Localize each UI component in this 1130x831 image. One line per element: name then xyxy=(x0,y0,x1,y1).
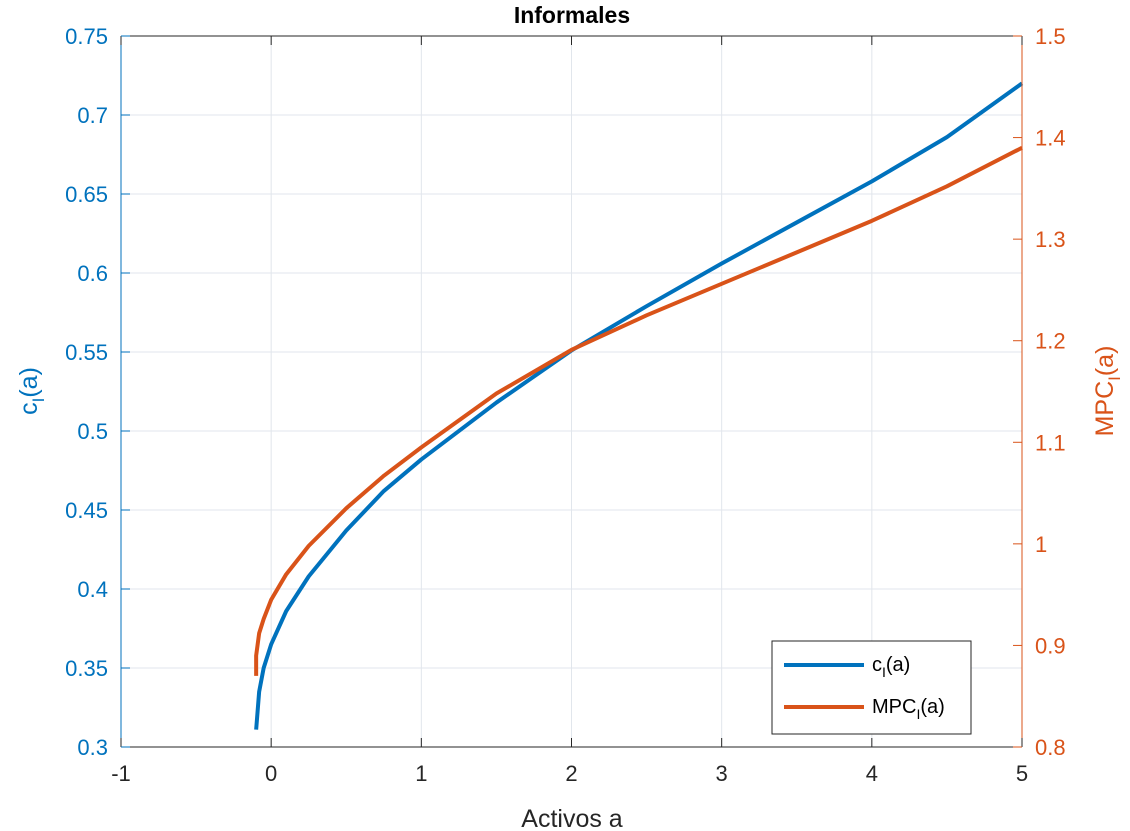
left-y-tick-label: 0.35 xyxy=(65,656,108,681)
y-grid xyxy=(121,114,1022,669)
right-y-tick-label: 1.1 xyxy=(1035,430,1066,455)
left-y-tick-label: 0.65 xyxy=(65,182,108,207)
right-y-tick-label: 1 xyxy=(1035,532,1047,557)
left-y-tick-label: 0.5 xyxy=(77,419,108,444)
legend-label-c-tail: (a) xyxy=(886,654,910,676)
x-axis-ticks: -1 0 1 2 3 4 5 xyxy=(111,36,1028,786)
left-y-tick-label: 0.45 xyxy=(65,498,108,523)
legend-box xyxy=(771,640,972,735)
chart-title: Informales xyxy=(514,2,630,28)
legend-label-mpc-tail: (a) xyxy=(920,696,944,718)
right-y-axis-label-tail: (a) xyxy=(1091,346,1119,377)
x-grid xyxy=(270,36,873,747)
legend-label-mpc-sub: I xyxy=(916,706,920,722)
legend-label-mpc: MPCI(a) xyxy=(872,696,945,722)
left-y-axis-label-base: c xyxy=(15,402,43,415)
legend-label-c: cI(a) xyxy=(872,654,910,680)
left-y-axis-label: cI(a) xyxy=(15,367,48,415)
x-tick-label: 4 xyxy=(866,761,878,786)
right-y-tick-label: 1.4 xyxy=(1035,126,1066,151)
legend-label-mpc-base: MPC xyxy=(872,696,916,718)
legend: cI(a) MPCI(a) xyxy=(771,640,972,735)
right-y-axis-ticks: 0.8 0.9 1 1.1 1.2 1.3 1.4 1.5 xyxy=(1013,24,1066,760)
left-y-tick-label: 0.3 xyxy=(77,735,108,760)
x-tick-label: -1 xyxy=(111,761,131,786)
left-y-axis-label-tail: (a) xyxy=(15,367,43,398)
right-y-tick-label: 1.2 xyxy=(1035,329,1066,354)
right-y-axis-label-base: MPC xyxy=(1091,381,1119,437)
right-y-axis-label: MPCI(a) xyxy=(1091,346,1124,437)
x-axis-label: Activos a xyxy=(521,805,623,831)
left-y-tick-label: 0.6 xyxy=(77,261,108,286)
right-y-tick-label: 1.5 xyxy=(1035,24,1066,49)
left-y-axis-label-sub: I xyxy=(29,398,48,403)
left-y-tick-label: 0.4 xyxy=(77,577,108,602)
x-tick-label: 0 xyxy=(265,761,277,786)
left-y-tick-label: 0.75 xyxy=(65,24,108,49)
legend-label-c-sub: I xyxy=(882,664,886,680)
x-tick-label: 2 xyxy=(565,761,577,786)
right-y-tick-label: 1.3 xyxy=(1035,227,1066,252)
left-y-tick-label: 0.7 xyxy=(77,103,108,128)
left-y-axis-ticks: 0.3 0.35 0.4 0.45 0.5 0.55 0.6 0.65 0.7 0.75 xyxy=(65,24,130,760)
x-tick-label: 5 xyxy=(1016,761,1028,786)
series-line-mpc xyxy=(254,145,1023,676)
right-y-tick-label: 0.8 xyxy=(1035,735,1066,760)
x-tick-label: 3 xyxy=(716,761,728,786)
series-line-c xyxy=(254,81,1024,730)
right-y-tick-label: 0.9 xyxy=(1035,633,1066,658)
right-y-axis-label-sub: I xyxy=(1105,376,1124,381)
series-lines xyxy=(254,81,1024,730)
legend-label-c-base: c xyxy=(872,654,882,676)
left-y-tick-label: 0.55 xyxy=(65,340,108,365)
x-tick-label: 1 xyxy=(415,761,427,786)
